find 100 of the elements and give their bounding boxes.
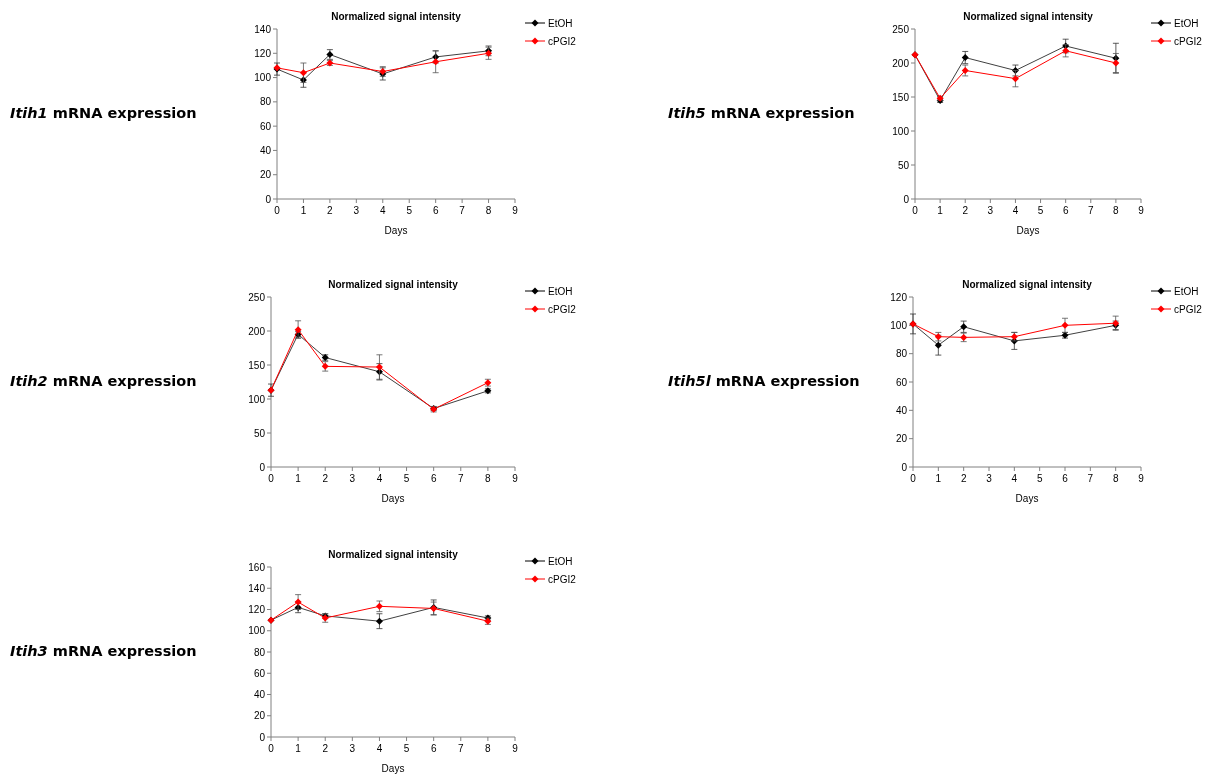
y-tick-label: 40 (895, 404, 908, 416)
x-tick-label: 5 (1036, 473, 1043, 484)
x-tick-label: 7 (1088, 205, 1094, 216)
x-tick-label: 2 (322, 743, 329, 754)
x-tick-label: 7 (1087, 473, 1094, 484)
x-tick-label: 1 (295, 743, 302, 754)
y-tick-label: 0 (903, 193, 910, 205)
x-tick-label: 3 (353, 205, 360, 216)
x-tick-label: 6 (432, 205, 439, 216)
legend-label: EtOH (548, 17, 573, 29)
x-tick-label: 1 (300, 205, 307, 216)
x-tick-label: 0 (910, 473, 917, 484)
x-tick-label: 3 (349, 473, 356, 484)
y-tick-label: 50 (253, 427, 266, 439)
x-tick-label: 5 (1037, 205, 1044, 216)
y-tick-label: 160 (248, 561, 266, 573)
y-axis-title: Itih5l mRNA expression (668, 373, 860, 389)
x-axis-title: Days (381, 493, 405, 504)
y-tick-label: 200 (892, 57, 910, 69)
legend-label: cPGI2 (548, 303, 577, 315)
y-tick-label: 100 (248, 393, 266, 405)
x-tick-label: 2 (327, 205, 334, 216)
y-tick-label: 0 (265, 193, 272, 205)
y-tick-label: 140 (254, 23, 272, 35)
x-tick-label: 4 (1011, 473, 1018, 484)
legend-label: EtOH (1174, 285, 1199, 297)
y-tick-label: 20 (259, 169, 272, 181)
x-tick-label: 8 (485, 205, 492, 216)
y-tick-label: 0 (259, 461, 266, 473)
x-tick-label: 1 (937, 205, 944, 216)
y-tick-label: 120 (248, 604, 266, 615)
y-tick-label: 200 (248, 325, 266, 337)
x-tick-label: 0 (912, 205, 919, 216)
chart-title: Normalized signal intensity (962, 279, 1093, 290)
y-tick-label: 100 (248, 625, 266, 637)
y-tick-label: 80 (253, 646, 266, 658)
x-tick-label: 8 (1112, 473, 1119, 484)
legend-label: EtOH (548, 555, 573, 567)
x-tick-label: 5 (403, 473, 410, 484)
legend-label: cPGI2 (548, 35, 577, 47)
x-tick-label: 2 (962, 205, 969, 216)
y-tick-label: 100 (254, 72, 272, 84)
y-tick-label: 60 (259, 120, 272, 132)
y-tick-label: 120 (890, 291, 908, 303)
x-tick-label: 8 (485, 473, 492, 484)
y-axis-title: Itih2 mRNA expression (10, 373, 197, 389)
x-tick-label: 9 (1138, 473, 1145, 484)
y-tick-label: 20 (253, 710, 266, 722)
x-axis-title: Days (1016, 225, 1040, 236)
x-tick-label: 6 (430, 743, 437, 754)
x-tick-label: 3 (349, 743, 356, 754)
x-tick-label: 9 (1138, 205, 1145, 216)
y-tick-label: 40 (253, 689, 266, 700)
x-tick-label: 3 (986, 473, 993, 484)
y-tick-label: 20 (895, 433, 908, 445)
y-tick-label: 0 (259, 731, 266, 743)
x-tick-label: 7 (459, 205, 466, 216)
x-tick-label: 2 (322, 473, 329, 484)
chart-title: Normalized signal intensity (328, 279, 459, 290)
chart-title: Normalized signal intensity (963, 11, 1094, 22)
legend-label: cPGI2 (1174, 303, 1203, 315)
y-tick-label: 100 (890, 319, 908, 331)
y-axis-title: Itih1 mRNA expression (10, 105, 197, 121)
x-tick-label: 9 (512, 473, 519, 484)
y-tick-label: 60 (895, 376, 908, 388)
x-tick-label: 7 (458, 473, 464, 484)
y-tick-label: 50 (897, 159, 910, 171)
x-axis-title: Days (381, 763, 405, 774)
x-tick-label: 4 (380, 205, 386, 216)
x-axis-title: Days (384, 225, 408, 236)
x-tick-label: 1 (295, 473, 302, 484)
legend-label: cPGI2 (548, 573, 577, 585)
x-tick-label: 8 (1113, 205, 1120, 216)
x-tick-label: 4 (376, 743, 383, 754)
x-tick-label: 8 (485, 743, 492, 754)
y-tick-label: 60 (253, 667, 266, 679)
x-tick-label: 5 (406, 205, 413, 216)
y-tick-label: 0 (901, 461, 908, 473)
x-tick-label: 9 (512, 743, 519, 754)
y-tick-label: 80 (895, 348, 908, 360)
y-axis-title: Itih5 mRNA expression (668, 105, 855, 121)
y-tick-label: 80 (259, 96, 272, 108)
x-tick-label: 6 (1062, 205, 1069, 216)
legend-label: cPGI2 (1174, 35, 1203, 47)
y-tick-label: 150 (248, 359, 266, 371)
y-tick-label: 150 (892, 91, 910, 103)
y-tick-label: 40 (259, 144, 272, 156)
y-tick-label: 100 (892, 125, 910, 137)
chart-title: Normalized signal intensity (331, 11, 462, 22)
x-tick-label: 5 (403, 743, 410, 754)
y-tick-label: 140 (248, 582, 266, 594)
y-axis-title: Itih3 mRNA expression (10, 643, 197, 659)
x-tick-label: 1 (935, 473, 942, 484)
y-tick-label: 120 (254, 47, 272, 59)
x-tick-label: 6 (1062, 473, 1069, 484)
chart-title: Normalized signal intensity (328, 549, 459, 560)
x-tick-label: 7 (458, 743, 464, 754)
x-tick-label: 6 (430, 473, 437, 484)
x-tick-label: 0 (274, 205, 281, 216)
x-tick-label: 3 (987, 205, 994, 216)
